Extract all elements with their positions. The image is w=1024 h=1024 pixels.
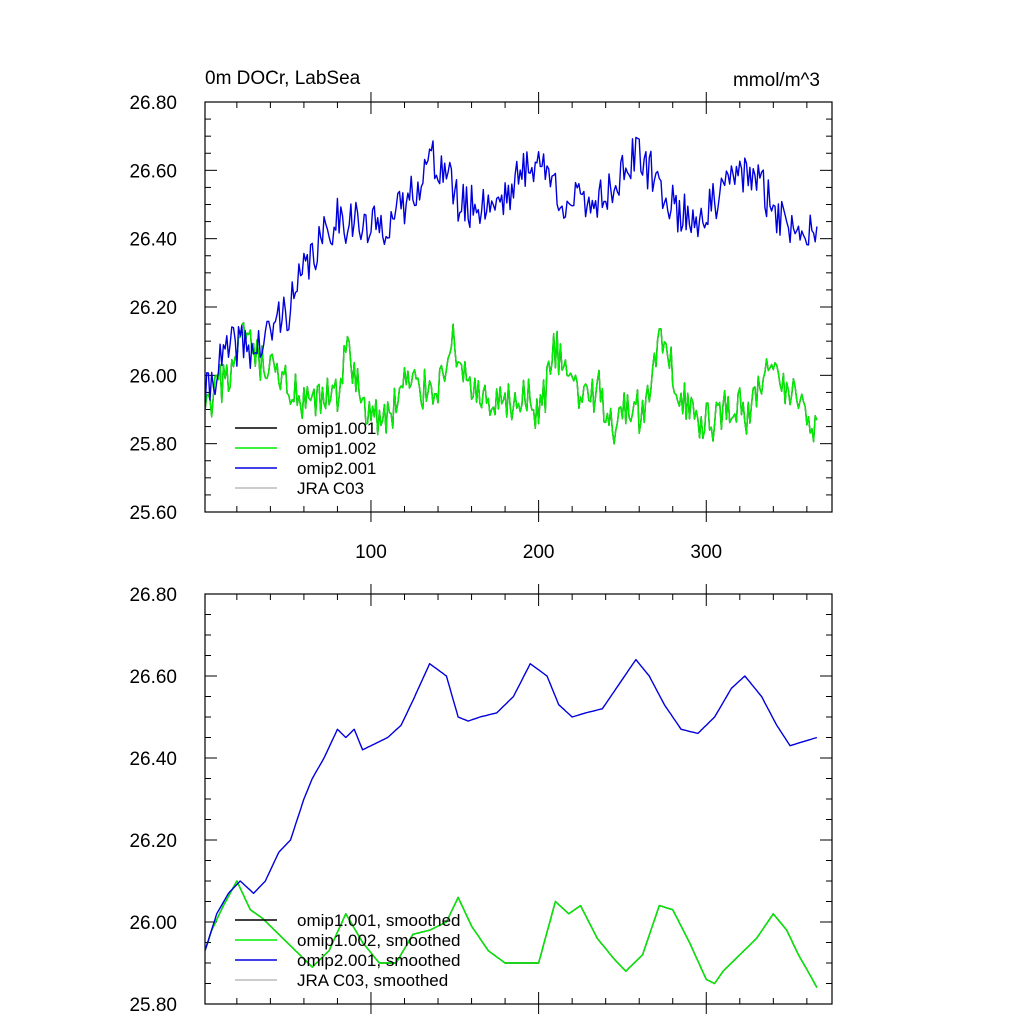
x-tick-label: 200 <box>523 542 555 563</box>
legend-label: omip2.001 <box>297 459 376 478</box>
legend-label: omip1.001 <box>297 419 376 438</box>
top-panel: 25.60 25.80 26.00 26.20 26.40 26.60 26.80 100 20… <box>129 92 833 563</box>
series-line-omip2-001-smoothed <box>205 658 818 951</box>
y-tick-label: 26.60 <box>129 161 177 182</box>
legend-label: omip1.002 <box>297 439 376 458</box>
bottom-panel: 25.80 26.00 26.20 26.40 26.60 26.80 omip1.001,… <box>129 584 833 1016</box>
y-tick-label: 26.40 <box>129 749 177 770</box>
legend-label: omip1.001, smoothed <box>297 911 461 930</box>
y-tick-label: 26.80 <box>129 585 177 606</box>
y-tick-label: 26.00 <box>129 913 177 934</box>
legend-label: JRA C03 <box>297 479 364 498</box>
legend-label: JRA C03, smoothed <box>297 971 448 990</box>
series-line-omip1-002-smoothed <box>205 880 818 988</box>
y-tick-label: 25.60 <box>129 503 177 524</box>
legend-label: omip2.001, smoothed <box>297 951 461 970</box>
x-tick-label: 100 <box>355 542 387 563</box>
y-tick-label: 25.80 <box>129 995 177 1016</box>
y-tick-label: 26.20 <box>129 831 177 852</box>
y-tick-label: 26.60 <box>129 667 177 688</box>
x-tick-label: 300 <box>690 542 722 563</box>
units-label: mmol/m^3 <box>733 70 820 91</box>
y-tick-label: 26.80 <box>129 93 177 114</box>
series-line-omip2-001 <box>205 136 818 411</box>
chart-title: 0m DOCr, LabSea <box>205 68 361 89</box>
y-tick-label: 26.00 <box>129 366 177 387</box>
y-tick-label: 26.20 <box>129 298 177 319</box>
y-tick-label: 26.40 <box>129 230 177 251</box>
series-line-omip1-002 <box>205 322 818 445</box>
legend-label: omip1.002, smoothed <box>297 931 461 950</box>
y-tick-label: 25.80 <box>129 435 177 456</box>
